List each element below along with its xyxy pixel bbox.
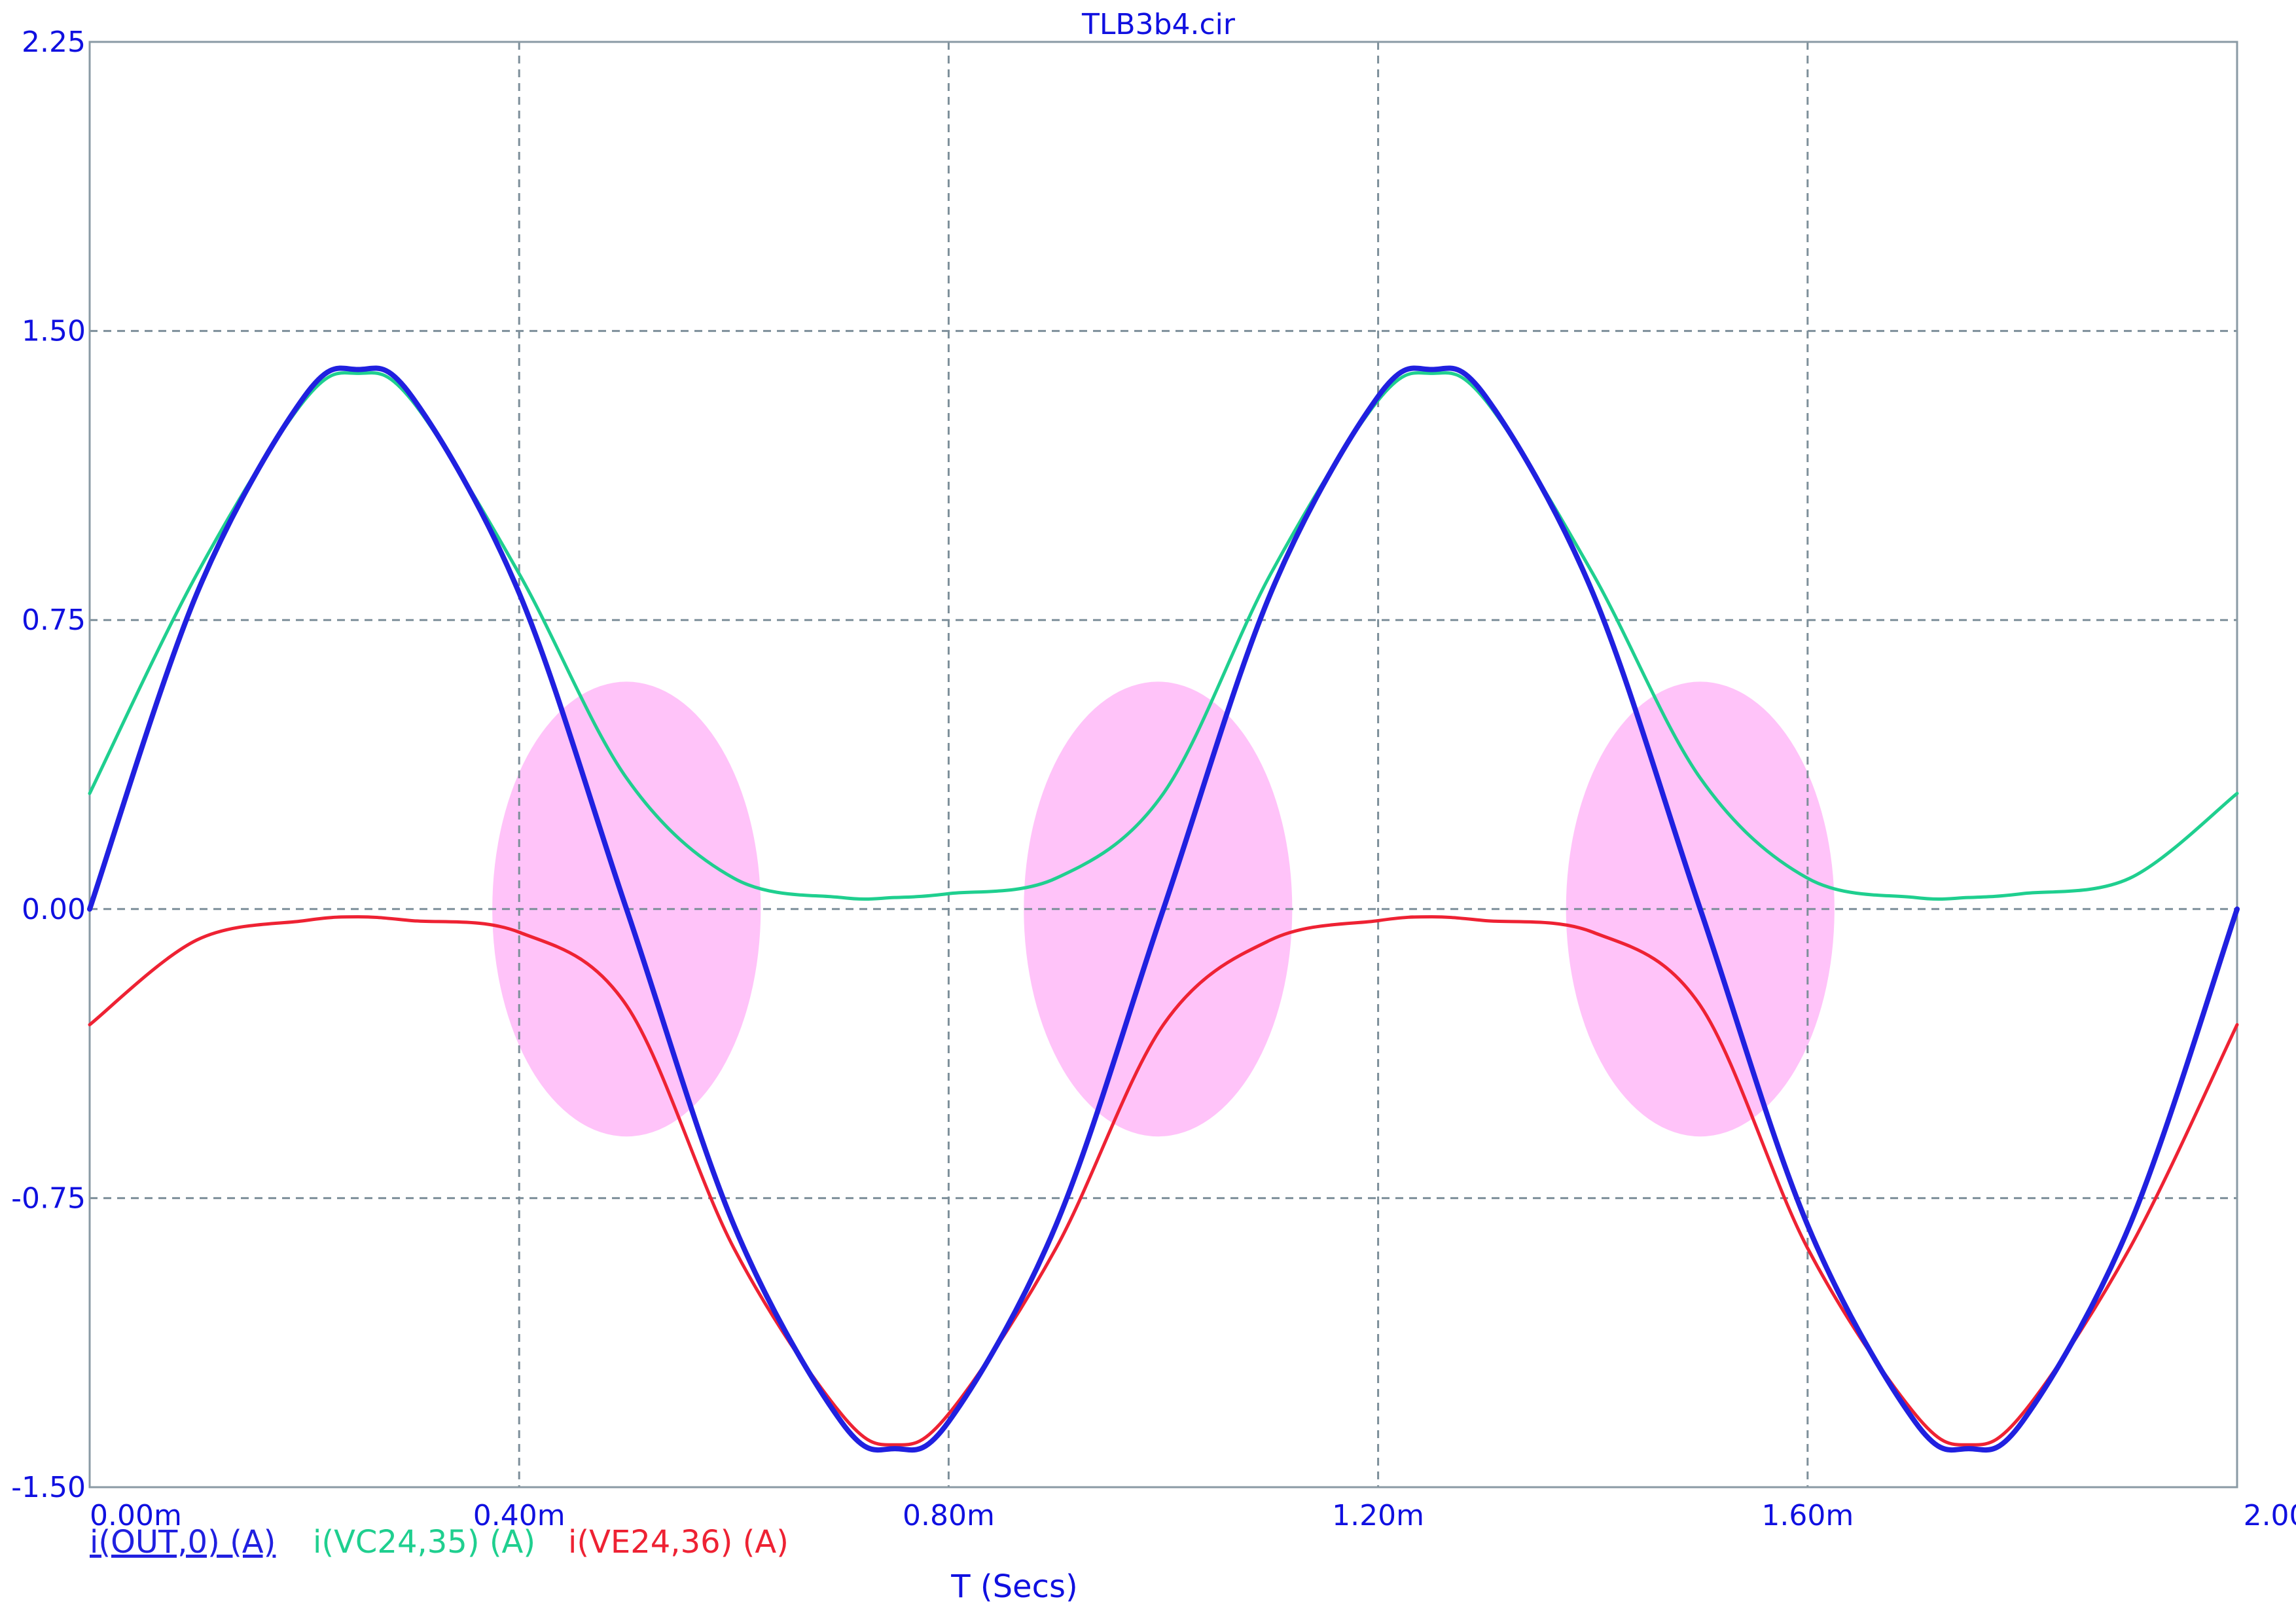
x-tick-label: 0.00m: [90, 1499, 182, 1532]
y-tick-labels: 2.25 1.50 0.75 0.00 -0.75 -1.50: [11, 26, 86, 1504]
x-tick-label: 0.80m: [903, 1499, 995, 1532]
y-tick-label: -0.75: [11, 1182, 86, 1215]
highlight-layer: [492, 681, 1835, 1137]
legend: i(OUT,0) (A) i(VC24,35) (A) i(VE24,36) (A): [90, 1524, 789, 1561]
highlight-ellipse-2: [1024, 681, 1293, 1137]
legend-entry-3: i(VE24,36) (A): [568, 1524, 789, 1561]
legend-entry-2: i(VC24,35) (A): [313, 1524, 535, 1561]
y-tick-label: 0.00: [22, 893, 86, 926]
y-tick-label: -1.50: [11, 1471, 86, 1504]
series-line-3: [88, 915, 2239, 1447]
y-tick-label: 1.50: [22, 315, 86, 348]
x-tick-label: 2.00m: [2244, 1499, 2296, 1532]
x-tick-label: 1.60m: [1761, 1499, 1854, 1532]
y-tick-label: 2.25: [22, 26, 86, 59]
x-axis-label: T (Secs): [950, 1568, 1077, 1605]
x-tick-label: 0.40m: [473, 1499, 565, 1532]
series-line-1: [87, 365, 2240, 1453]
chart-title: TLB3b4.cir: [1081, 8, 1236, 41]
x-tick-labels: 0.00m 0.40m 0.80m 1.20m 1.60m 2.00m: [90, 1499, 2296, 1532]
legend-entry-1: i(OUT,0) (A): [90, 1524, 276, 1561]
series-layer: [87, 365, 2240, 1453]
plot-frame: [88, 41, 2238, 1489]
x-tick-label: 1.20m: [1332, 1499, 1424, 1532]
y-tick-label: 0.75: [22, 604, 86, 637]
